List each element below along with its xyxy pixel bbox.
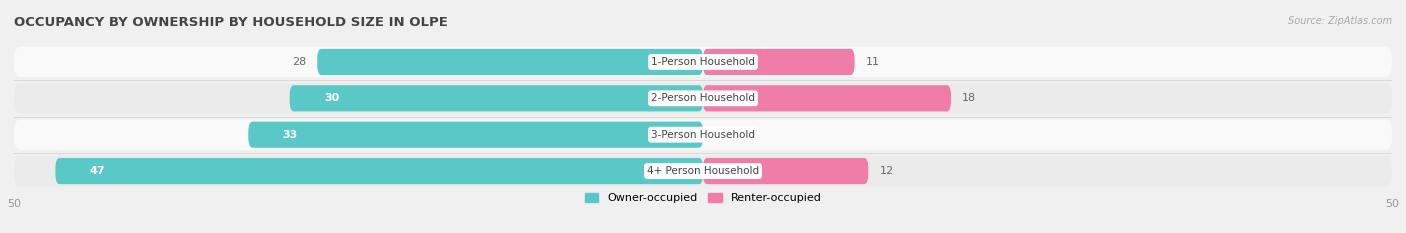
Text: 33: 33 [283,130,298,140]
FancyBboxPatch shape [14,47,1392,77]
FancyBboxPatch shape [703,85,950,111]
FancyBboxPatch shape [14,156,1392,186]
FancyBboxPatch shape [290,85,703,111]
Text: OCCUPANCY BY OWNERSHIP BY HOUSEHOLD SIZE IN OLPE: OCCUPANCY BY OWNERSHIP BY HOUSEHOLD SIZE… [14,16,449,29]
Text: 4+ Person Household: 4+ Person Household [647,166,759,176]
Text: 2-Person Household: 2-Person Household [651,93,755,103]
FancyBboxPatch shape [14,83,1392,114]
Text: 28: 28 [292,57,307,67]
FancyBboxPatch shape [249,122,703,148]
Text: Source: ZipAtlas.com: Source: ZipAtlas.com [1288,16,1392,26]
Text: 11: 11 [866,57,880,67]
FancyBboxPatch shape [703,49,855,75]
Text: 18: 18 [962,93,976,103]
Legend: Owner-occupied, Renter-occupied: Owner-occupied, Renter-occupied [581,188,825,208]
FancyBboxPatch shape [703,158,869,184]
Text: 3-Person Household: 3-Person Household [651,130,755,140]
FancyBboxPatch shape [55,158,703,184]
Text: 1-Person Household: 1-Person Household [651,57,755,67]
Text: 12: 12 [879,166,893,176]
Text: 0: 0 [714,130,721,140]
FancyBboxPatch shape [14,119,1392,150]
FancyBboxPatch shape [318,49,703,75]
Text: 47: 47 [90,166,105,176]
Text: 30: 30 [323,93,339,103]
